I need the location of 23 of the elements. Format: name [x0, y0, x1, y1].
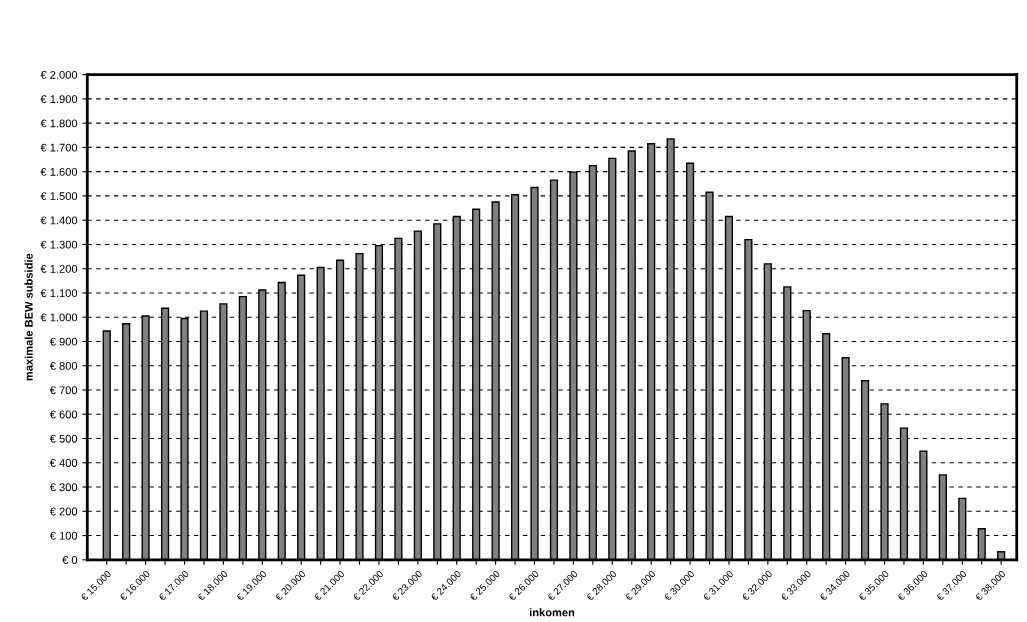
y-tick-label: € 1.600: [40, 167, 78, 176]
y-tick-label: € 1.800: [40, 119, 78, 128]
y-tick-label: € 1.000: [40, 313, 78, 322]
y-tick-label: € 900: [49, 337, 78, 346]
y-tick-label: € 1.900: [40, 95, 78, 104]
y-axis-title: maximale BEW subsidie: [24, 253, 33, 381]
y-tick-label: € 100: [49, 531, 78, 540]
y-tick-label: € 800: [49, 362, 78, 370]
y-tick-label: € 1.200: [40, 264, 78, 273]
x-axis-title: inkomen: [529, 608, 575, 617]
y-tick-label: € 1.400: [40, 216, 78, 225]
y-tick-label: € 700: [49, 386, 78, 395]
y-tick-label: € 1.700: [40, 143, 78, 152]
y-tick-label: € 0: [62, 556, 78, 564]
y-tick-label: € 300: [49, 483, 78, 492]
y-tick-label: € 1.300: [40, 240, 78, 249]
y-tick-label: € 1.500: [40, 192, 78, 201]
y-tick-label: € 200: [49, 507, 78, 516]
y-tick-label: € 2.000: [40, 70, 78, 79]
y-tick-label: € 1.100: [40, 289, 78, 298]
y-tick-label: € 600: [49, 410, 78, 419]
y-tick-label: € 400: [49, 459, 78, 467]
y-tick-label: € 500: [49, 434, 78, 443]
